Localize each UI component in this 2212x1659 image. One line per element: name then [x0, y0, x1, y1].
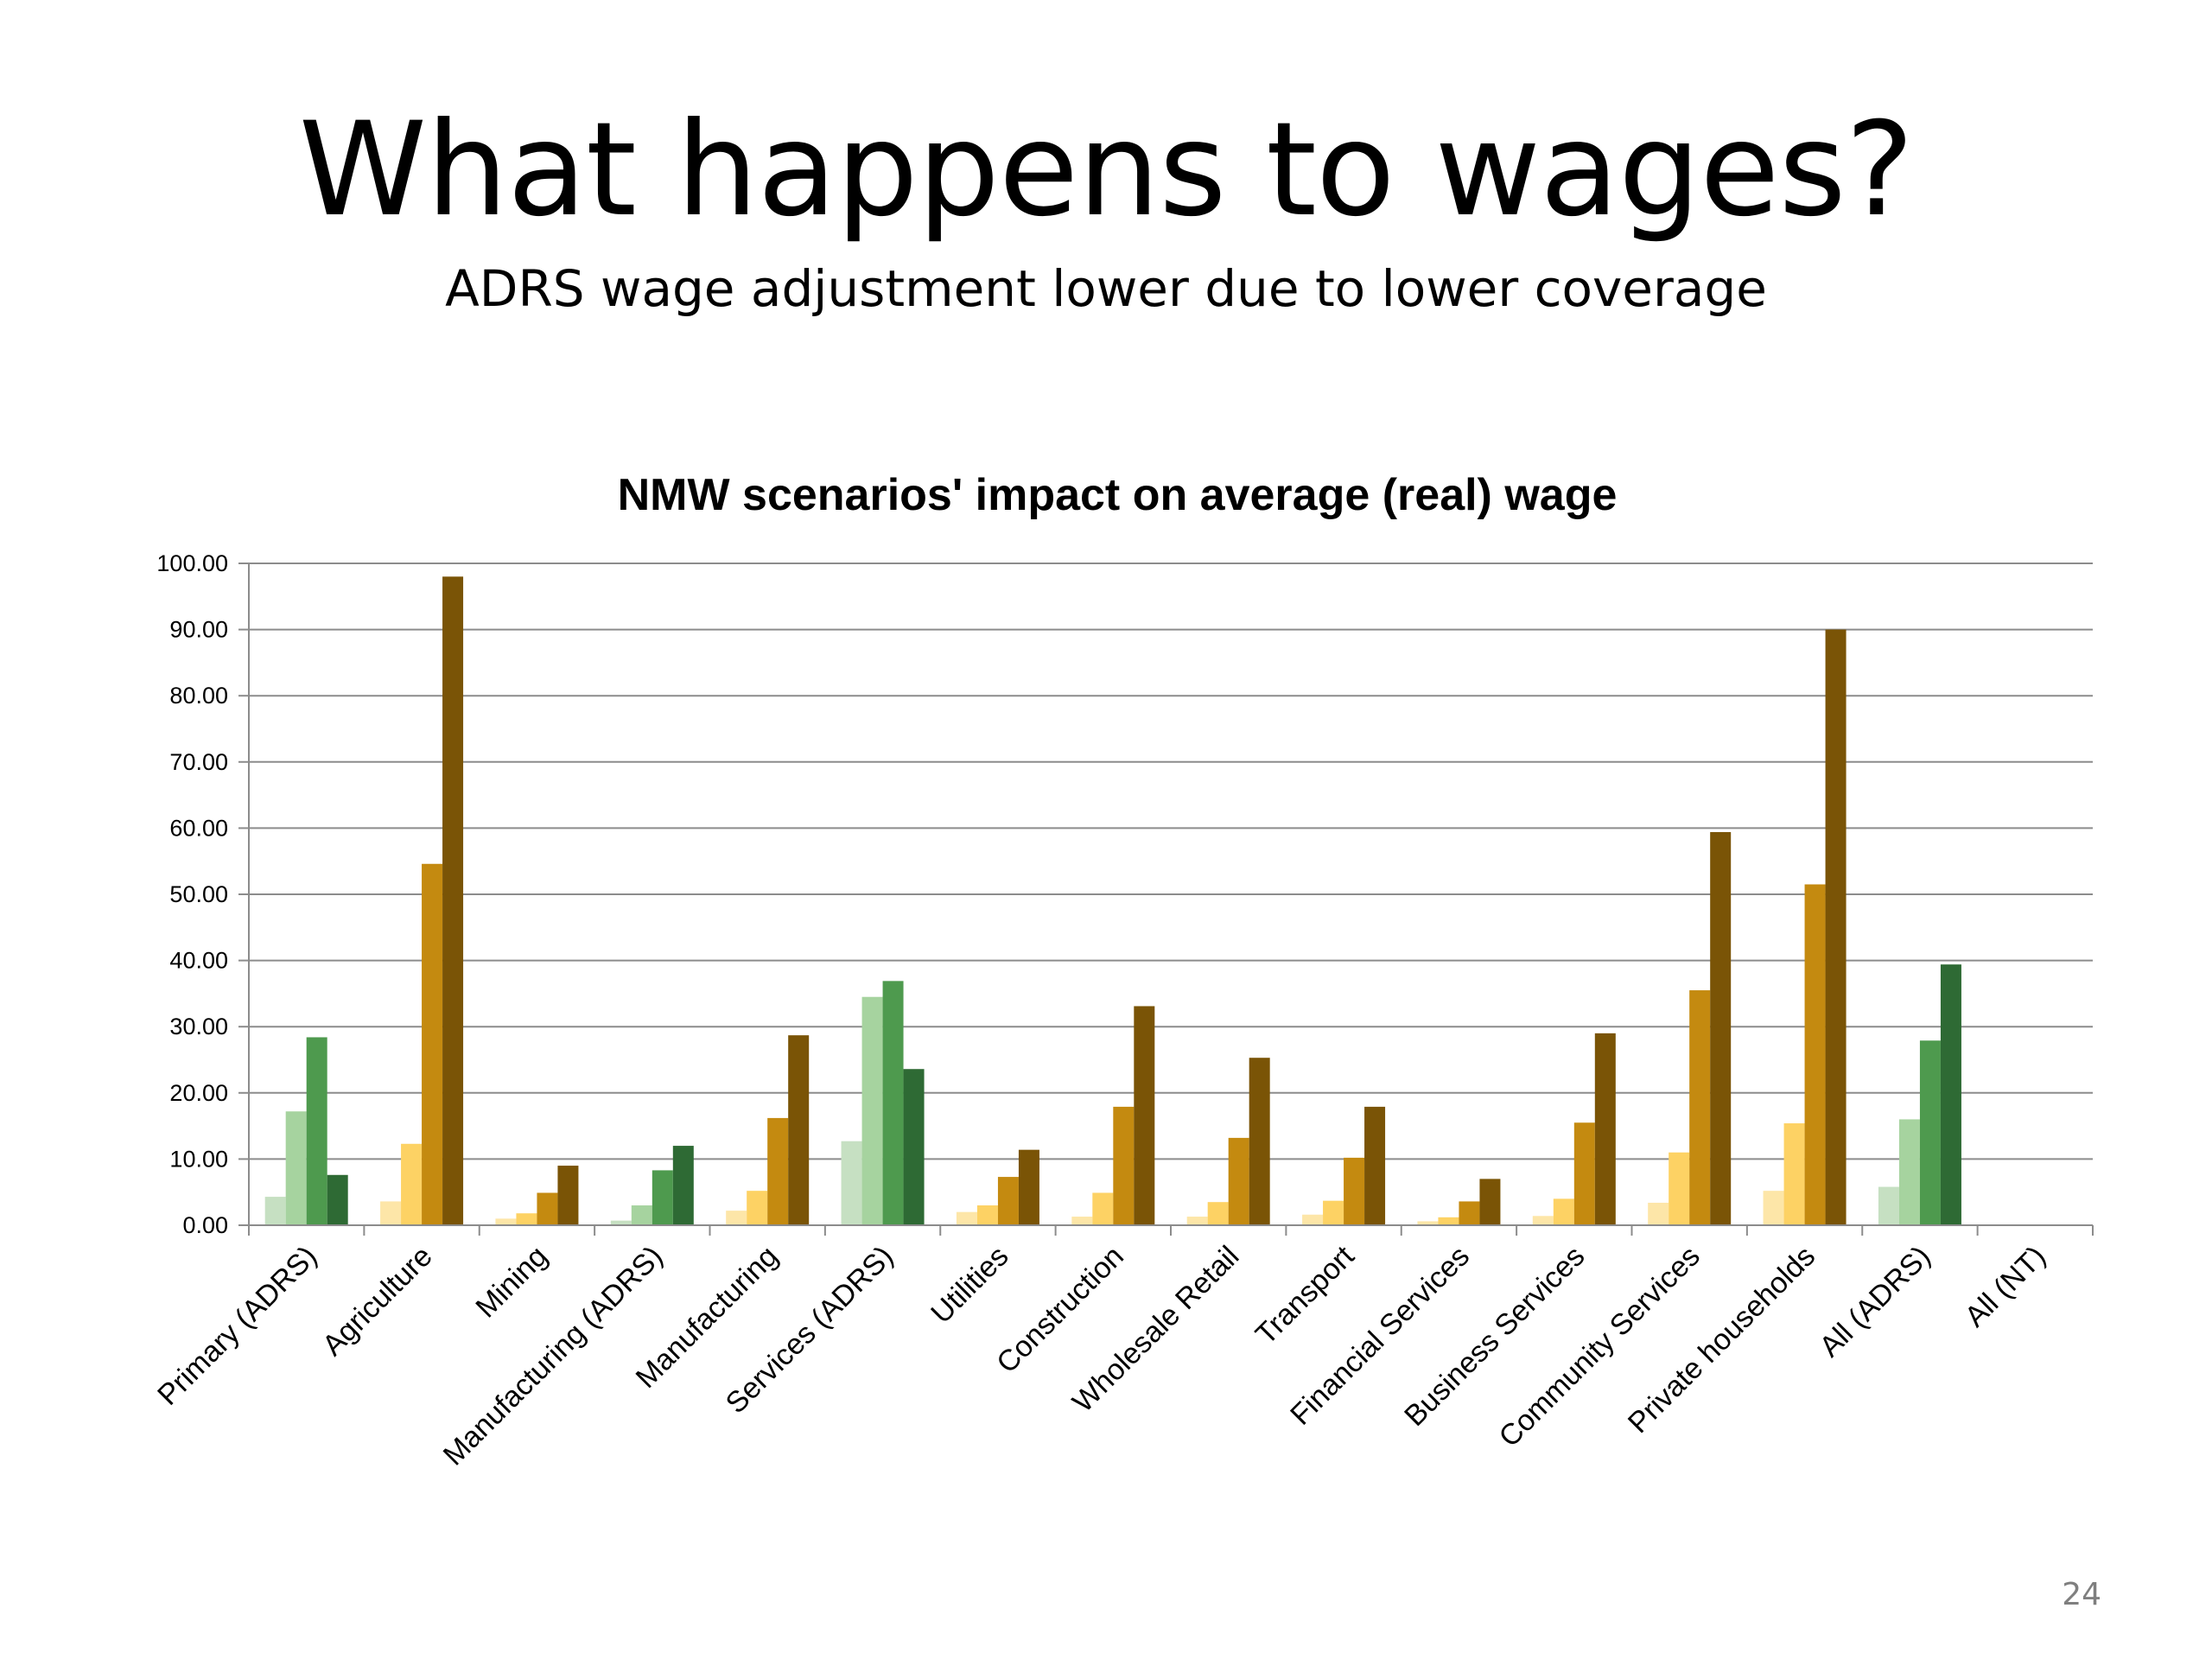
- bar: [1710, 831, 1732, 1225]
- x-tick-label: All (ADRS): [1814, 1240, 1937, 1363]
- y-tick-label: 100.00: [156, 550, 228, 576]
- bar: [861, 996, 883, 1225]
- page-number: 24: [2062, 1577, 2101, 1612]
- bar: [956, 1211, 977, 1225]
- bar: [422, 863, 443, 1225]
- bar: [747, 1191, 768, 1225]
- x-tick-label: Mining: [469, 1240, 554, 1325]
- bar: [1878, 1186, 1899, 1225]
- y-tick-label: 40.00: [169, 948, 228, 974]
- y-tick-label: 10.00: [169, 1146, 228, 1172]
- y-tick-label: 60.00: [169, 815, 228, 841]
- bar: [1459, 1201, 1480, 1225]
- bar: [1898, 1119, 1920, 1225]
- bar: [1438, 1217, 1459, 1225]
- bar: [537, 1192, 558, 1225]
- bar: [631, 1205, 652, 1225]
- bar: [557, 1166, 579, 1225]
- bar: [1553, 1198, 1574, 1225]
- x-tick-label: Transport: [1249, 1239, 1361, 1351]
- x-tick-label: Private households: [1622, 1240, 1821, 1440]
- bar: [1940, 964, 1961, 1225]
- bar: [516, 1213, 537, 1225]
- bar: [306, 1037, 327, 1225]
- bar: [1186, 1217, 1208, 1225]
- slide-subtitle: ADRS wage adjustment lower due to lower …: [445, 259, 1767, 318]
- bar: [1648, 1202, 1669, 1225]
- bar: [1479, 1179, 1501, 1225]
- bar: [1302, 1214, 1324, 1225]
- y-tick-label: 80.00: [169, 683, 228, 709]
- bar: [1113, 1106, 1135, 1225]
- bar: [1804, 884, 1826, 1225]
- bar: [1092, 1192, 1114, 1225]
- y-tick-label: 90.00: [169, 617, 228, 643]
- bar: [1207, 1202, 1229, 1225]
- x-tick-label: Community Services: [1493, 1240, 1707, 1453]
- bar: [1689, 990, 1711, 1225]
- bar: [1323, 1200, 1344, 1225]
- bar: [1783, 1123, 1805, 1225]
- bar: [610, 1220, 632, 1225]
- bars: [264, 576, 1961, 1225]
- bar: [882, 981, 904, 1225]
- bar: [788, 1035, 810, 1225]
- x-tick-label: All (NT): [1959, 1240, 2052, 1333]
- bar: [1364, 1106, 1386, 1225]
- x-tick-label: Primary (ADRS): [151, 1240, 323, 1412]
- bar: [1228, 1137, 1249, 1225]
- bar: [1249, 1058, 1270, 1225]
- y-tick-label: 0.00: [182, 1212, 228, 1238]
- bar: [726, 1211, 747, 1225]
- bar: [1594, 1033, 1616, 1225]
- bar: [841, 1141, 862, 1225]
- bar: [264, 1197, 286, 1225]
- bar: [1532, 1216, 1554, 1225]
- x-tick-label: Agriculture: [316, 1240, 439, 1363]
- gridlines: [249, 563, 2093, 1160]
- x-tick-label: Manufacturing (ADRS): [437, 1240, 670, 1472]
- bar: [1919, 1040, 1941, 1225]
- bar: [1669, 1152, 1690, 1225]
- bar: [767, 1117, 789, 1225]
- bar: [1071, 1217, 1093, 1225]
- x-tick-label: Utilities: [925, 1240, 1014, 1330]
- bar: [401, 1143, 423, 1225]
- bar: [442, 576, 464, 1225]
- bar: [1573, 1122, 1595, 1225]
- bar: [380, 1201, 402, 1225]
- x-axis-tick-labels: Primary (ADRS)Agriculture MiningManufactu…: [151, 1239, 2052, 1471]
- axes: [238, 563, 2094, 1236]
- bar: [1763, 1191, 1784, 1225]
- y-axis-tick-labels: 0.00 10.00 20.00 30.00 40.00 50.00 60.00 70.00 8…: [156, 550, 228, 1238]
- bar: [652, 1170, 673, 1225]
- y-tick-label: 30.00: [169, 1014, 228, 1039]
- y-tick-label: 50.00: [169, 881, 228, 907]
- y-tick-label: 20.00: [169, 1080, 228, 1106]
- slide-title: What happens to wages?: [298, 95, 1915, 245]
- chart-title: NMW scenarios' impact on average (real) …: [618, 470, 1618, 520]
- bar: [1134, 1006, 1155, 1225]
- bar: [285, 1111, 307, 1225]
- bar: [672, 1146, 694, 1225]
- bar: [327, 1174, 348, 1225]
- bar: [1825, 629, 1847, 1225]
- bar: [495, 1218, 517, 1225]
- bar: [1018, 1149, 1039, 1225]
- bar: [1344, 1157, 1365, 1225]
- bar: [997, 1177, 1019, 1225]
- bar: [903, 1069, 925, 1225]
- y-tick-label: 70.00: [169, 749, 228, 775]
- bar: [976, 1205, 998, 1225]
- bar: [1417, 1221, 1439, 1225]
